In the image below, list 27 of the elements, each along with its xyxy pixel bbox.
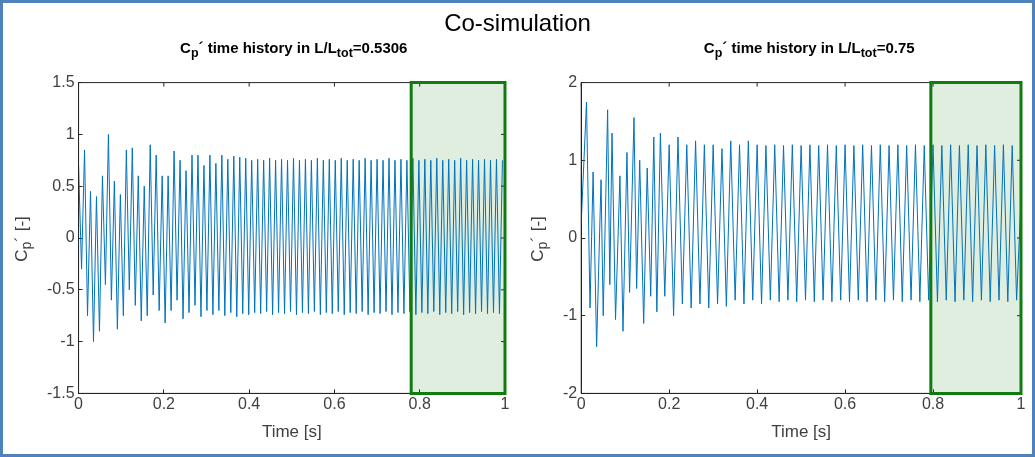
y-tick-label: 0 [65,228,75,246]
x-tick-label: 0.6 [833,395,856,413]
chart-title: C$_{p}$´ time history in L/L$_{tot}$=0.75 [702,39,916,60]
x-axis-title: Time [s] [770,422,831,442]
y-tick-label: 2 [567,73,577,91]
y-tick-label: 0 [567,228,577,246]
chart-title: C$_{p}$´ time history in L/L$_{tot}$=0.5306 [179,39,409,60]
x-tick-label: 0.2 [657,395,680,413]
x-tick-label: 0.2 [152,395,176,413]
x-tick-label: 1 [500,395,510,413]
y-tick-label: -1 [60,332,75,350]
y-tick-label: -1.5 [46,383,75,401]
y-tick-label: -0.5 [46,280,75,298]
y-tick-label: 1.5 [52,73,75,91]
x-tick-label: 0.4 [238,395,261,413]
y-tick-label: -1 [562,306,577,324]
y-tick-label: 1 [65,124,75,142]
y-tick-label: 0.5 [52,176,75,194]
text: Co-simulation [443,9,592,38]
x-tick-label: 0.4 [745,395,768,413]
x-tick-label: 0.8 [921,395,944,413]
x-tick-label: 1 [1016,395,1026,413]
x-axis-title: Time [s] [261,422,322,442]
x-tick-label: 0.8 [408,395,431,413]
y-tick-label: 1 [567,150,577,168]
y-tick-label: -2 [562,383,577,401]
x-tick-label: 0.6 [323,395,346,413]
